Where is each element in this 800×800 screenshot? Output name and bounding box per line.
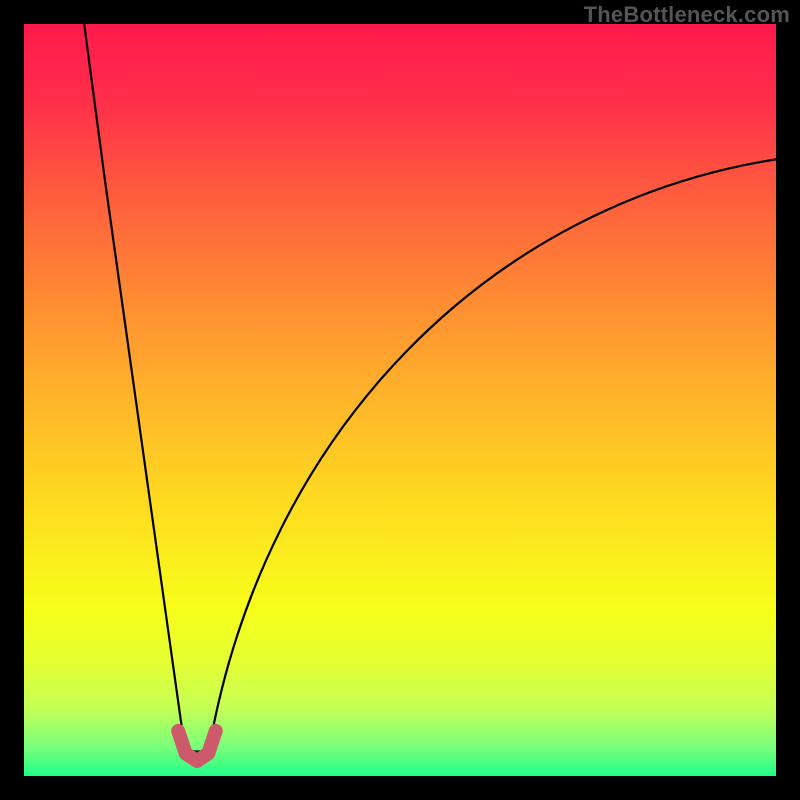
chart-frame: TheBottleneck.com <box>0 0 800 800</box>
watermark-text: TheBottleneck.com <box>584 2 790 28</box>
plot-area <box>24 24 776 776</box>
plot-svg <box>24 24 776 776</box>
